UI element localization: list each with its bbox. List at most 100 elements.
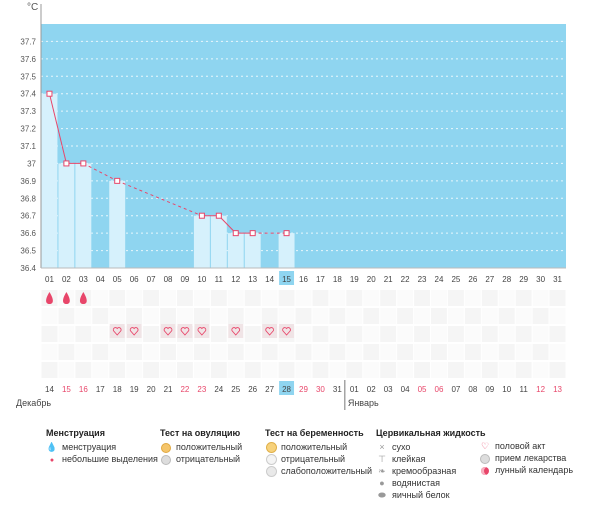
legend-other: ♡ половой акт прием лекарства лунный кале… [479,440,573,476]
day-cell [464,362,481,378]
day-cell [58,362,75,378]
calendar-dates[interactable]: 14 15 16 17 18 19 20 21 22 23 24 25 26 27 28 29 30 31 01 02… [16,380,563,410]
month-label: Январь [348,398,379,408]
y-tick-label: 36.4 [20,264,36,273]
day-cell [160,308,176,324]
heart-icon: ♡ [480,441,490,451]
day-cell [126,290,143,306]
day-cell [278,308,295,324]
day-cell [329,326,346,342]
day-cell [464,308,481,324]
day-cell [244,344,261,360]
y-tick-label: 37.6 [20,55,36,64]
y-tick-label: 36.9 [20,177,36,186]
day-cell [414,308,431,324]
day-cell [92,326,109,342]
calendar-date: 16 [79,385,88,394]
drop-icon [63,292,70,304]
daily-markers [41,290,566,378]
day-cell [346,308,363,324]
day-cell [295,344,312,360]
day-cell [532,290,549,306]
y-tick-label: 36.7 [20,212,36,221]
heart-icon [129,327,139,336]
day-cell [312,344,329,360]
day-cell [41,308,58,324]
day-cell [143,290,160,306]
legend-pregnancy-title: Тест на беременность [265,428,364,438]
day-cell [329,308,346,324]
day-cell [481,344,498,360]
calendar-date: 21 [164,385,173,394]
y-tick-label: 36.5 [20,247,36,256]
day-cell [160,362,176,378]
day-cell [143,344,160,360]
day-cell [109,290,126,306]
cycle-day-label: 16 [299,275,308,284]
day-cell [58,326,75,342]
day-cell [397,362,414,378]
day-cell [363,290,380,306]
legend-ovulation: Тест на овуляцию положительный отрицател… [160,428,242,465]
day-cell [414,362,431,378]
day-cell [481,290,498,306]
cycle-day-label: 25 [451,275,460,284]
cycle-day-label: 02 [62,275,71,284]
day-cell [397,290,414,306]
day-cell [414,290,431,306]
day-cell [261,308,278,324]
y-tick-label: 37.7 [20,37,36,46]
temperature-bars [41,93,295,268]
day-cell [160,290,176,306]
drop-icon [79,292,87,304]
day-cell [397,326,414,342]
legend-item: ⬬ яичный белок [376,489,486,501]
temperature-point [80,160,87,167]
day-cell [244,290,261,306]
day-cell [397,308,414,324]
legend-item: ♡ половой акт [480,441,546,451]
legend-item: ⊤ клейкая [376,453,486,465]
day-cell [176,344,193,360]
day-cell [244,308,261,324]
heart-icon [231,327,241,336]
day-cell [498,344,515,360]
day-cell [312,290,329,306]
day-cell [363,362,380,378]
temperature-bar [109,180,126,268]
day-cell [92,344,109,360]
temperature-point [114,177,121,184]
dry-icon: × [379,442,385,452]
calendar-date: 09 [485,385,494,394]
day-cell [295,326,312,342]
day-cell [431,308,447,324]
day-cell [176,290,193,306]
heart-icon [163,327,173,336]
plot-background [41,24,566,268]
day-cell [380,362,397,378]
calendar-date: 29 [299,385,308,394]
day-cell [92,362,109,378]
day-cell [515,344,532,360]
temperature-point [232,230,239,237]
heart-icon [282,327,291,336]
day-cell [380,308,397,324]
y-tick-label: 37.1 [20,142,36,151]
day-cell [193,290,210,306]
day-cell [515,290,532,306]
temperature-point [283,230,290,237]
cycle-day-label: 14 [265,275,274,284]
y-tick-label: 37.5 [20,72,36,81]
day-cell [431,290,447,306]
y-tick-label: 36.6 [20,229,36,238]
day-cell [464,326,481,342]
sticky-icon: ⊤ [378,454,386,464]
day-cell [193,308,210,324]
y-tick-label: 37 [27,159,36,168]
y-axis: °C 36.4 36.5 36.6 36.7 36.8 36.9 37 37.1 37.2 37.3… [20,2,42,273]
legend-item: лунный календарь [479,464,573,476]
calendar-date: 03 [384,385,393,394]
day-cell [41,344,58,360]
x-axis-cycle-days[interactable]: 01 02 03 04 05 06 07 08 09 10 11 12 13 14 15 16 17 18 19 20… [41,267,566,285]
calendar-date: 22 [180,385,189,394]
